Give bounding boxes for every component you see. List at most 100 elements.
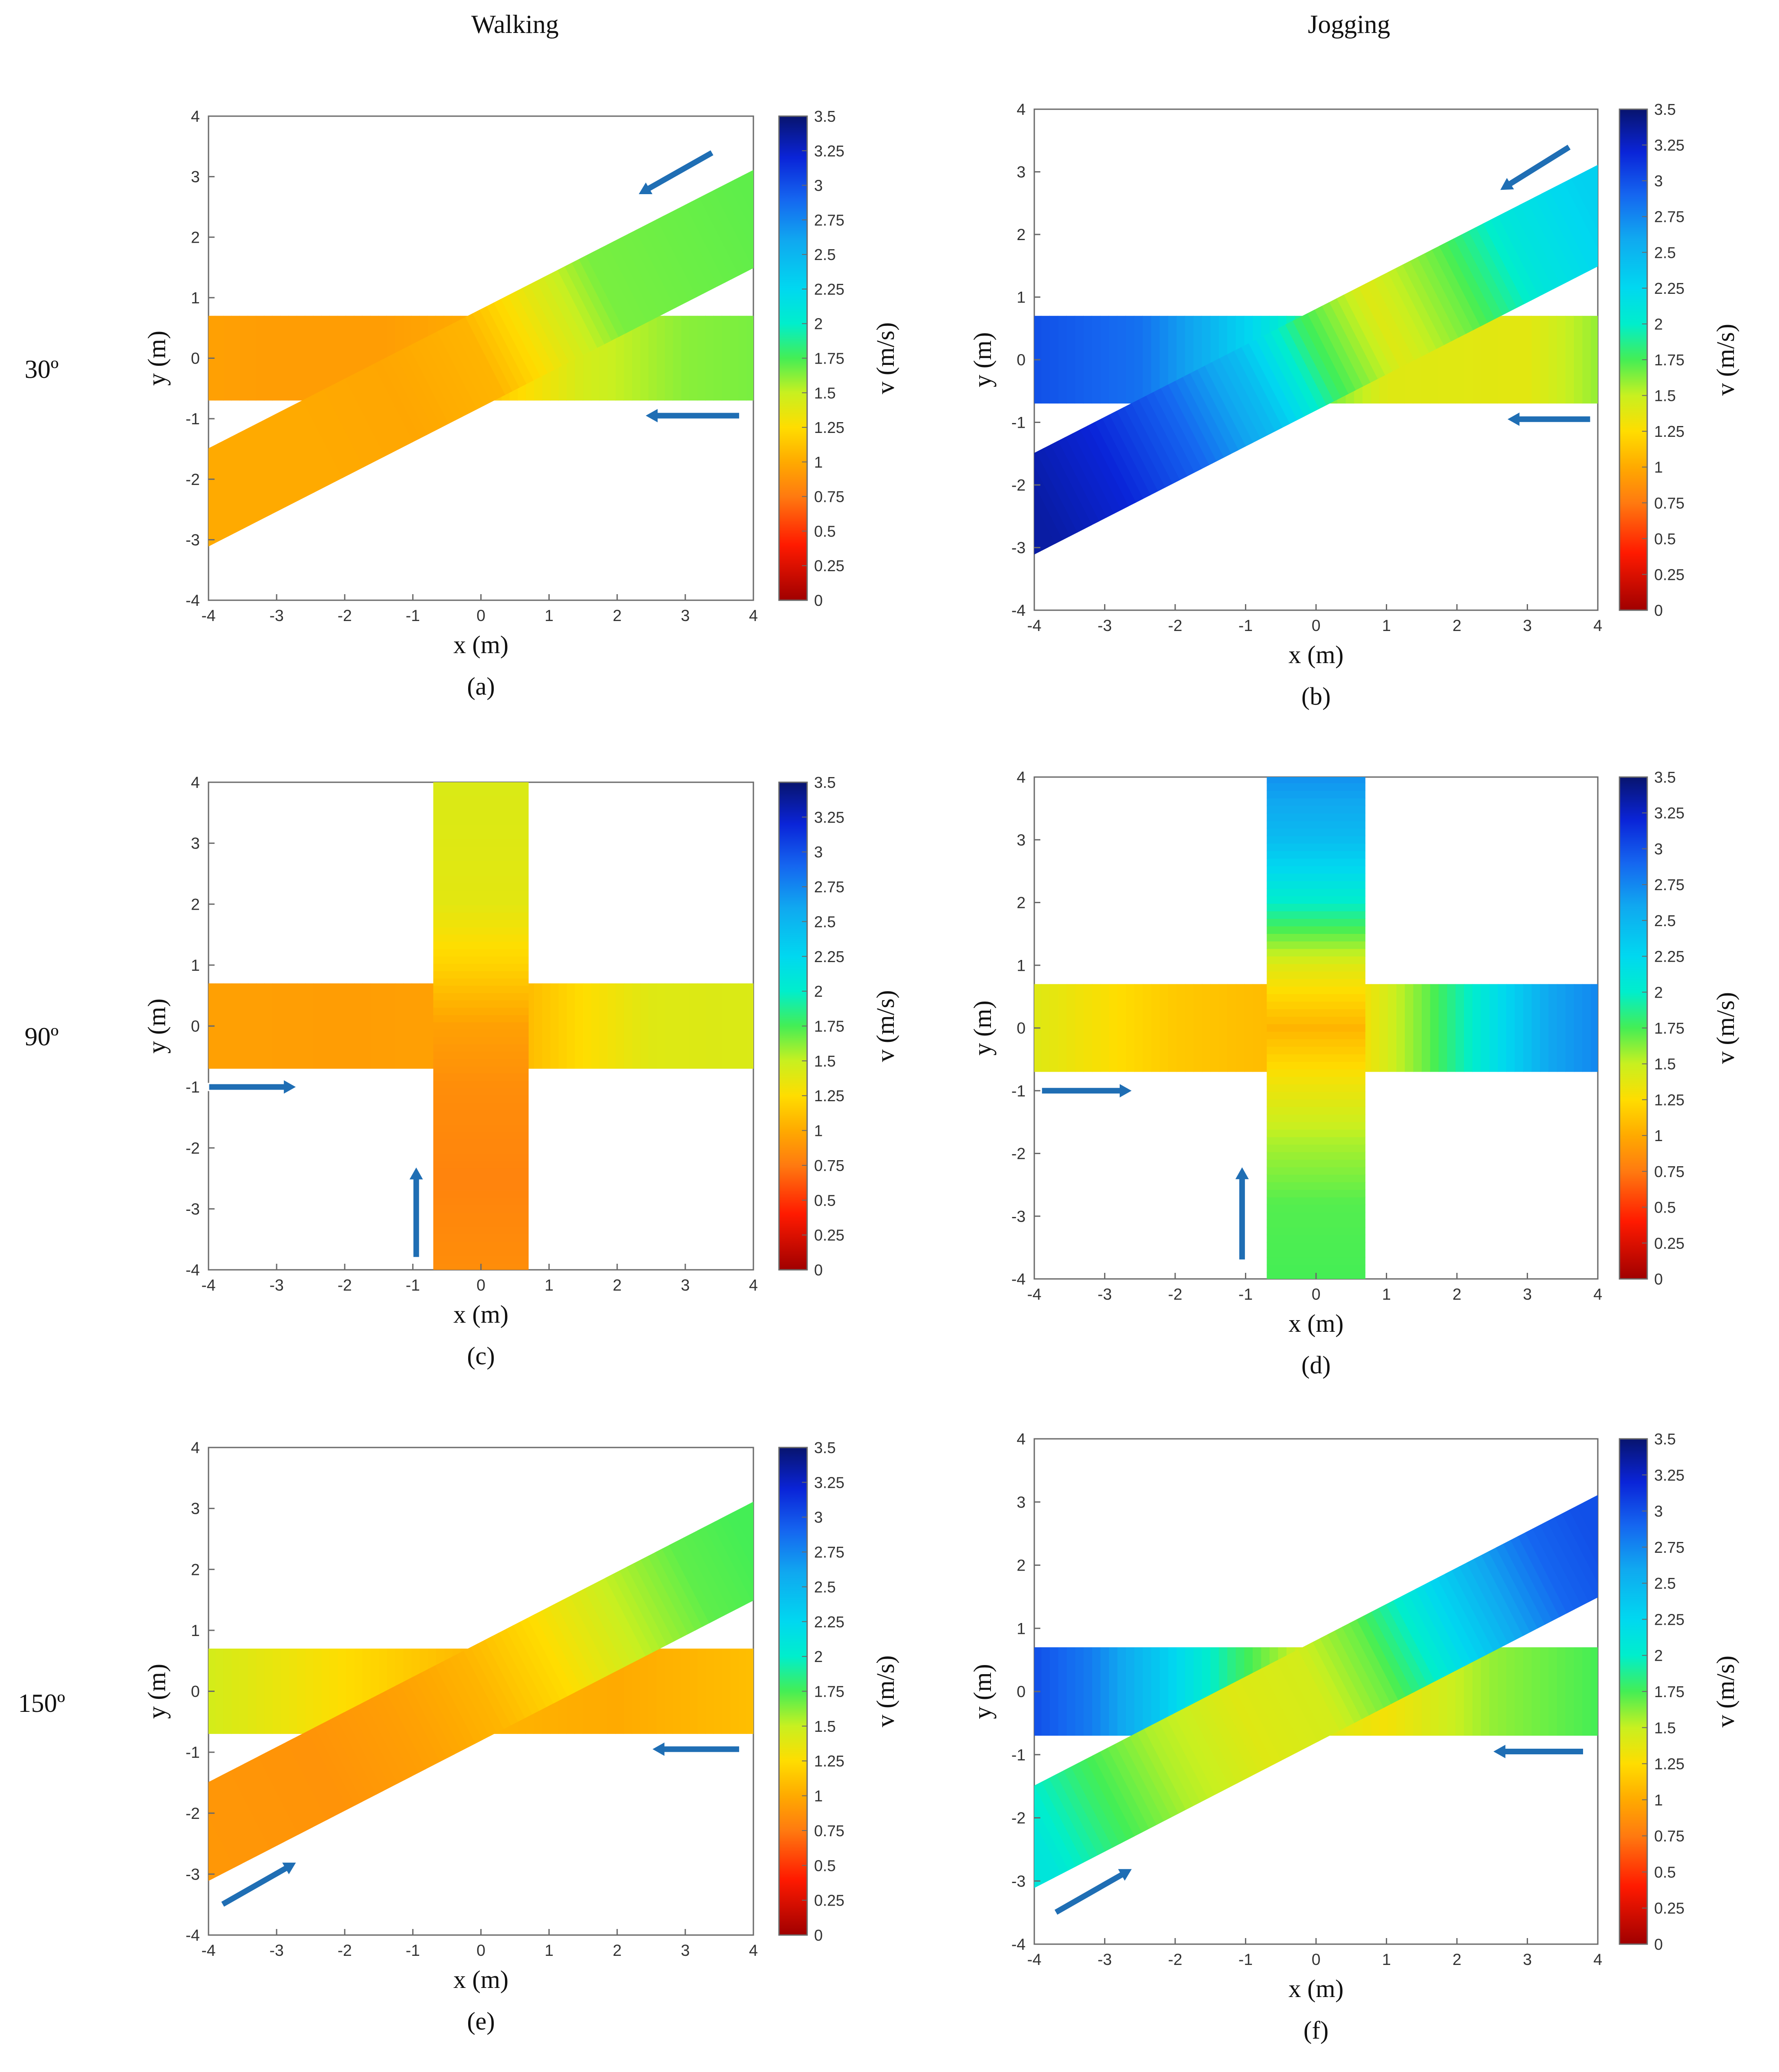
speed-band — [738, 1649, 747, 1734]
speed-band — [1268, 1661, 1318, 1746]
speed-band — [307, 1727, 355, 1809]
speed-band — [1122, 1736, 1172, 1822]
x-tick-label: -2 — [338, 1942, 352, 1959]
speed-band — [1565, 984, 1574, 1072]
speed-band — [584, 1585, 632, 1667]
speed-band — [623, 1649, 632, 1734]
colorbar-tick-label: 2.25 — [1654, 280, 1685, 297]
speed-band — [433, 1212, 529, 1220]
y-axis-label: y (m) — [143, 331, 171, 386]
speed-band — [433, 1124, 529, 1132]
speed-band — [1489, 1647, 1498, 1736]
speed-band — [1380, 272, 1429, 357]
speed-band — [1159, 316, 1168, 404]
y-tick-label: 4 — [191, 1439, 200, 1457]
x-tick-label: 3 — [1523, 1285, 1532, 1303]
speed-band — [1270, 328, 1320, 413]
speed-band — [1290, 1649, 1340, 1734]
panel-a: -4 -3 -2 -1 0 1 2 3 4 -4 -3 -2 -1 0 1 2 3 4 x (m) y (m) (a) 0… — [143, 107, 899, 700]
speed-band — [640, 316, 649, 401]
speed-band — [1248, 339, 1297, 424]
y-tick-label: -1 — [186, 410, 200, 428]
x-tick-label: 1 — [544, 1276, 554, 1294]
y-tick-label: -2 — [186, 471, 200, 488]
speed-band — [1267, 760, 1365, 768]
y-tick-label: 1 — [1017, 289, 1026, 306]
speed-band — [1525, 1528, 1575, 1613]
speed-band — [1481, 1551, 1531, 1636]
x-tick-label: 3 — [1523, 617, 1532, 634]
speed-band — [256, 1649, 264, 1734]
speed-band — [1034, 463, 1056, 548]
colorbar-tick-label: 3 — [1654, 172, 1663, 190]
colorbar-tick-label: 1 — [1654, 1791, 1663, 1809]
speed-band — [550, 983, 559, 1069]
flow-arrow — [1491, 1742, 1584, 1761]
speed-band — [451, 320, 499, 403]
speed-band — [1180, 1706, 1230, 1791]
y-tick-label: -4 — [186, 592, 200, 609]
speed-band — [210, 443, 257, 526]
colorbar-tick-label: 0.5 — [814, 522, 836, 540]
speed-band — [330, 382, 378, 464]
speed-band — [1283, 1653, 1333, 1738]
speed-band — [433, 927, 529, 935]
speed-band — [683, 1534, 731, 1616]
x-axis: -4 -3 -2 -1 0 1 2 3 4 — [202, 1264, 758, 1294]
speed-band — [624, 983, 633, 1069]
speed-band — [1043, 444, 1092, 529]
speed-band — [433, 1117, 529, 1125]
speed-band — [1075, 316, 1084, 404]
colorbar-tick-label: 3.25 — [814, 1473, 844, 1491]
x-tick-label: 2 — [1453, 617, 1462, 634]
speed-band — [288, 316, 297, 401]
flow-arrow — [407, 1164, 425, 1259]
speed-band — [689, 1649, 698, 1734]
speed-band — [1083, 316, 1092, 404]
speed-band — [722, 983, 731, 1069]
speed-band — [1496, 1543, 1545, 1629]
y-tick-label: 0 — [191, 1683, 200, 1701]
x-axis-label: x (m) — [1288, 1974, 1343, 2003]
speed-band — [689, 316, 698, 401]
speed-band — [1607, 316, 1616, 403]
y-tick-label: 4 — [191, 774, 200, 791]
speed-band — [1276, 1657, 1326, 1742]
colorbar-tick-label: 2.5 — [814, 1578, 836, 1596]
speed-band — [655, 1548, 703, 1631]
speed-band — [1212, 358, 1261, 443]
y-tick-label: 3 — [191, 835, 200, 852]
speed-band — [1386, 1600, 1436, 1685]
speed-band — [286, 1738, 334, 1820]
y-tick-label: 4 — [1017, 768, 1026, 786]
speed-band — [300, 1730, 349, 1813]
colorbar-tick-label: 1.75 — [814, 1018, 844, 1035]
speed-band — [632, 1649, 641, 1734]
speed-band — [1232, 1679, 1282, 1765]
speed-band — [1267, 1122, 1365, 1130]
colorbar-tick-label: 1 — [814, 1787, 823, 1805]
speed-band — [1480, 316, 1489, 404]
speed-band — [316, 389, 364, 472]
speed-band — [1510, 1536, 1560, 1621]
speed-band — [697, 983, 706, 1069]
speed-band — [1151, 984, 1160, 1072]
speed-band — [1430, 984, 1439, 1072]
speed-band — [305, 983, 314, 1069]
speed-band — [1134, 1647, 1143, 1736]
speed-band — [433, 1256, 529, 1264]
y-axis: -4 -3 -2 -1 0 1 2 3 4 — [1011, 1430, 1040, 1953]
x-tick-label: -2 — [338, 1276, 352, 1294]
speed-band — [1267, 895, 1365, 904]
y-axis: -4 -3 -2 -1 0 1 2 3 4 — [1011, 768, 1040, 1288]
speed-band — [507, 292, 555, 374]
row-label-30: 30º — [25, 355, 59, 384]
speed-band — [1305, 1642, 1355, 1727]
speed-band — [730, 983, 739, 1069]
speed-band — [1235, 984, 1245, 1072]
speed-band — [528, 281, 576, 363]
speed-band — [1497, 316, 1506, 404]
speed-band — [1267, 820, 1365, 829]
speed-band — [1239, 1675, 1289, 1761]
speed-band — [676, 1537, 724, 1620]
